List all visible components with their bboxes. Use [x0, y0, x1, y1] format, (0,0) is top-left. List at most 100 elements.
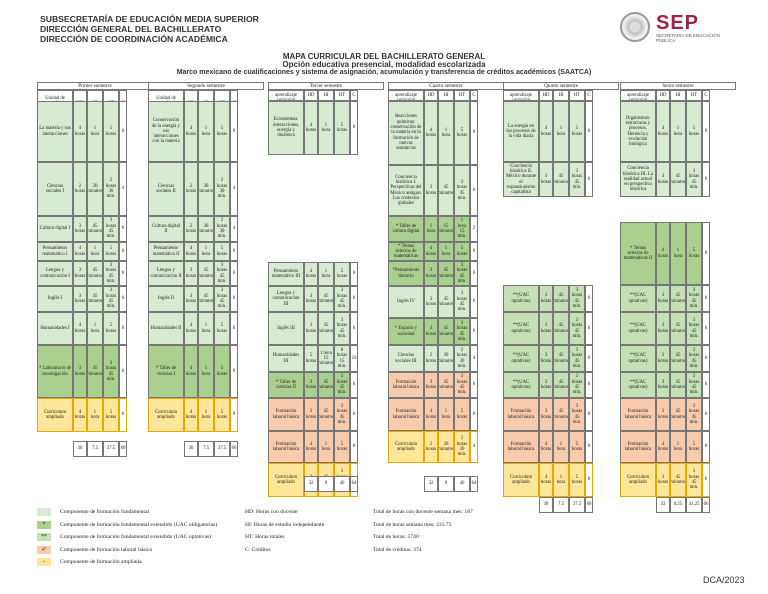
- course-c: 6: [585, 285, 593, 312]
- course-ht: 3 horas 45 min.: [569, 345, 585, 372]
- course-hi: 45 minutos: [438, 165, 454, 216]
- course-name: Curriculum ampliado: [620, 463, 656, 497]
- course-name: *Pensamiento literario: [388, 261, 424, 286]
- course-hd: 3 horas: [304, 286, 318, 312]
- course-hi: 1 hora: [318, 101, 334, 155]
- course-hd: 3 horas: [304, 312, 318, 345]
- column-header-ht: HT: [686, 90, 702, 101]
- course-c: 6: [119, 261, 127, 286]
- course-name: Formación laboral básica: [268, 398, 304, 431]
- program-total: Total de horas con docente semana mes: 1…: [373, 509, 473, 515]
- course-hd: 3 horas: [304, 372, 318, 398]
- total-c: 64: [470, 476, 478, 492]
- course-c: 6: [702, 398, 710, 431]
- document-code: DCA/2023: [703, 575, 745, 585]
- course-c: 4: [119, 162, 127, 216]
- course-ht: 2 horas 30 min.: [214, 162, 230, 216]
- course-ht: 5 horas: [214, 242, 230, 261]
- course-c: 6: [702, 285, 710, 312]
- program-total: Total de horas semana mes: 233.75: [373, 521, 452, 528]
- course-hd: 3 horas: [539, 372, 553, 398]
- course-name: Ecosistemas: interacciones, energía y di…: [268, 101, 304, 155]
- course-hi: 1 hora: [553, 463, 569, 497]
- course-ht: 3 horas 45 min.: [686, 312, 702, 345]
- course-c: 8: [119, 312, 127, 345]
- course-c: 6: [702, 345, 710, 372]
- program-total: Total de créditos: 374: [373, 546, 422, 553]
- course-c: 6: [702, 312, 710, 345]
- course-hd: 3 horas: [539, 162, 553, 197]
- course-hd: 3 horas: [656, 162, 670, 197]
- course-hi: 30 minutos: [87, 162, 103, 216]
- course-ht: 5 horas: [334, 431, 350, 463]
- course-name: **(UAC optativas): [503, 312, 539, 345]
- total-hi: 8.25: [670, 497, 686, 513]
- course-c: 6: [230, 286, 238, 312]
- course-ht: 2 horas 30 min.: [454, 431, 470, 463]
- course-name: Humanidades III: [268, 345, 304, 372]
- course-c: 8: [470, 242, 478, 261]
- course-ht: 3 horas 45 min.: [454, 318, 470, 345]
- total-ht: 41.25: [686, 497, 702, 513]
- course-hi: 45 minutos: [198, 286, 214, 312]
- course-hi: 45 minutos: [87, 345, 103, 398]
- total-hi: 7.5: [198, 441, 214, 457]
- course-hd: 4 horas: [304, 101, 318, 155]
- course-c: 4: [470, 431, 478, 463]
- course-hi: 45 minutos: [438, 286, 454, 318]
- course-ht: 5 horas: [569, 431, 585, 463]
- course-hd: 3 horas: [73, 286, 87, 312]
- total-c: 60: [119, 441, 127, 457]
- column-header-c: C: [350, 90, 358, 101]
- course-name: * Espacio y sociedad: [388, 318, 424, 345]
- course-ht: 3 horas 45 min.: [569, 162, 585, 197]
- course-c: 6: [585, 345, 593, 372]
- total-hd: 32: [424, 476, 438, 492]
- course-hd: 4 horas: [184, 345, 198, 398]
- course-hd: 4 horas: [424, 398, 438, 431]
- column-header-hd: HD: [424, 90, 438, 101]
- course-name: * Laboratorio de investigación: [37, 345, 73, 398]
- course-hi: 45 minutos: [318, 286, 334, 312]
- course-name: Pensamiento matemático II: [148, 242, 184, 261]
- total-ht: 37.5: [569, 497, 585, 513]
- total-c: 60: [230, 441, 238, 457]
- abbreviation: HT: Horas totales: [245, 534, 285, 540]
- course-name: **(UAC optativas): [503, 345, 539, 372]
- course-hd: 4 horas: [184, 101, 198, 162]
- course-hi: 1 hora: [198, 101, 214, 162]
- header-line-1: SUBSECRETARÍA DE EDUCACIÓN MEDIA SUPERIO…: [40, 14, 259, 24]
- course-name: Inglés I: [37, 286, 73, 312]
- total-c: 60: [585, 497, 593, 513]
- total-hi: 7.5: [553, 497, 569, 513]
- course-ht: 5 horas: [103, 398, 119, 432]
- course-hi: 1 hora 15 minutos: [318, 345, 334, 372]
- course-name: Curriculum ampliado: [37, 398, 73, 432]
- course-name: **(UAC optativas): [620, 345, 656, 372]
- total-ht: 40: [334, 476, 350, 492]
- course-hd: 3 horas: [424, 318, 438, 345]
- course-name: * Taller de ciencias II: [268, 372, 304, 398]
- course-hd: 4 horas: [539, 463, 553, 497]
- national-seal-icon: [620, 12, 650, 42]
- total-ht: 37.5: [103, 441, 119, 457]
- course-hi: 1 hora: [87, 398, 103, 432]
- column-header-hi: HI: [553, 90, 569, 101]
- course-c: 8: [470, 101, 478, 165]
- course-c: 6: [470, 286, 478, 318]
- course-ht: 3 horas 45 min.: [334, 312, 350, 345]
- semester-header-5: Quinto semestre: [503, 82, 619, 90]
- legend-swatch: **: [37, 533, 51, 541]
- course-ht: 5 horas: [103, 312, 119, 345]
- course-hi: 1 hora: [670, 222, 686, 285]
- course-name: **(UAC optativas): [620, 285, 656, 312]
- course-hi: 45 minutos: [670, 162, 686, 197]
- course-hi: 45 minutos: [318, 312, 334, 345]
- course-ht: 5 horas: [686, 101, 702, 162]
- column-header-name: Unidad de aprendizaje curricular: [503, 90, 539, 101]
- course-name: Humanidades II: [148, 312, 184, 345]
- course-hd: 3 horas: [73, 261, 87, 286]
- course-name: Lengua y comunicación I: [37, 261, 73, 286]
- column-header-ht: HT: [569, 90, 585, 101]
- course-hi: 1 hora: [438, 101, 454, 165]
